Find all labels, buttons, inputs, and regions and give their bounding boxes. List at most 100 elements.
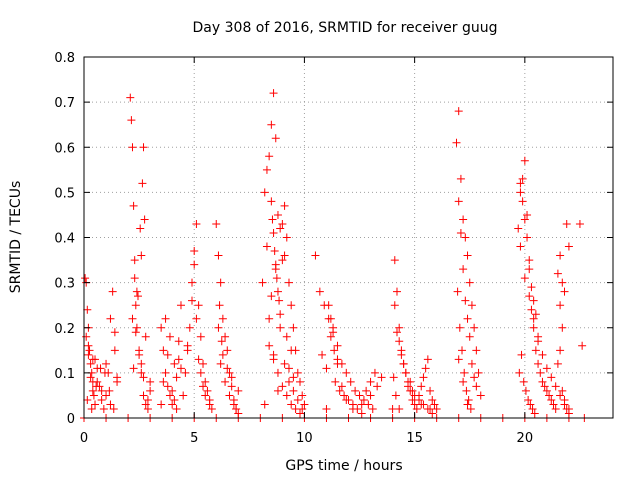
data-point (190, 247, 199, 256)
data-point (214, 323, 223, 332)
data-point (474, 368, 483, 377)
data-point (273, 210, 282, 219)
data-point (109, 404, 118, 413)
x-tick-label: 20 (517, 431, 534, 446)
data-point (523, 210, 532, 219)
data-point (525, 265, 534, 274)
data-point (298, 391, 307, 400)
data-point (342, 395, 351, 404)
data-point (578, 341, 587, 350)
data-point (102, 391, 111, 400)
data-point (322, 404, 331, 413)
data-point (428, 409, 437, 418)
data-point (192, 314, 201, 323)
data-point (326, 314, 335, 323)
data-point (282, 332, 291, 341)
data-point (282, 391, 291, 400)
data-point (218, 314, 227, 323)
data-point (421, 364, 430, 373)
data-point (82, 332, 91, 341)
data-point (188, 278, 197, 287)
data-point (207, 404, 216, 413)
data-point (540, 382, 549, 391)
y-tick-label: 0.2 (54, 322, 75, 337)
y-tick-label: 0.5 (54, 186, 75, 201)
data-point (517, 350, 526, 359)
data-point (519, 377, 528, 386)
data-point (140, 215, 149, 224)
data-point (105, 386, 114, 395)
data-point (318, 350, 327, 359)
data-point (542, 386, 551, 395)
data-point (196, 332, 205, 341)
data-point (275, 296, 284, 305)
data-point (534, 337, 543, 346)
data-point (129, 201, 138, 210)
data-point (410, 391, 419, 400)
data-point (194, 355, 203, 364)
data-point (521, 386, 530, 395)
data-point (556, 301, 565, 310)
data-point (172, 404, 181, 413)
data-point (176, 364, 185, 373)
data-point (417, 382, 426, 391)
data-point (523, 233, 532, 242)
data-point (558, 278, 567, 287)
data-point (280, 359, 289, 368)
data-point (529, 296, 538, 305)
data-point (311, 251, 320, 260)
data-point (426, 386, 435, 395)
data-point (137, 368, 146, 377)
data-point (556, 346, 565, 355)
data-point (276, 224, 285, 233)
data-point (549, 400, 558, 409)
y-axis-label: SRMTID / TECUs (8, 181, 24, 294)
data-point (203, 386, 212, 395)
data-point (362, 386, 371, 395)
data-point (415, 395, 424, 404)
data-point (564, 242, 573, 251)
data-point (525, 256, 534, 265)
data-point (130, 274, 139, 283)
data-point (322, 364, 331, 373)
data-point (273, 368, 282, 377)
data-point (516, 242, 525, 251)
data-point (408, 386, 417, 395)
data-point (282, 233, 291, 242)
data-point (83, 305, 92, 314)
data-point (81, 274, 90, 283)
data-point (270, 247, 279, 256)
data-point (455, 323, 464, 332)
data-point (267, 197, 276, 206)
data-point (300, 400, 309, 409)
data-point (575, 219, 584, 228)
data-point (390, 301, 399, 310)
data-point (366, 377, 375, 386)
data-point (370, 368, 379, 377)
data-point (515, 368, 524, 377)
data-point (458, 346, 467, 355)
data-point (196, 368, 205, 377)
data-point (163, 382, 172, 391)
data-point (377, 373, 386, 382)
data-point (170, 359, 179, 368)
data-point (467, 301, 476, 310)
data-point (529, 323, 538, 332)
data-point (126, 93, 135, 102)
data-point (225, 391, 234, 400)
data-point (269, 355, 278, 364)
data-point (368, 404, 377, 413)
data-point (284, 377, 293, 386)
data-point (454, 197, 463, 206)
data-point (456, 174, 465, 183)
data-point (276, 310, 285, 319)
data-point (545, 391, 554, 400)
data-point (389, 373, 398, 382)
data-point (267, 120, 276, 129)
data-point (183, 341, 192, 350)
data-point (401, 368, 410, 377)
data-point (463, 314, 472, 323)
data-point (536, 368, 545, 377)
data-point (527, 305, 536, 314)
